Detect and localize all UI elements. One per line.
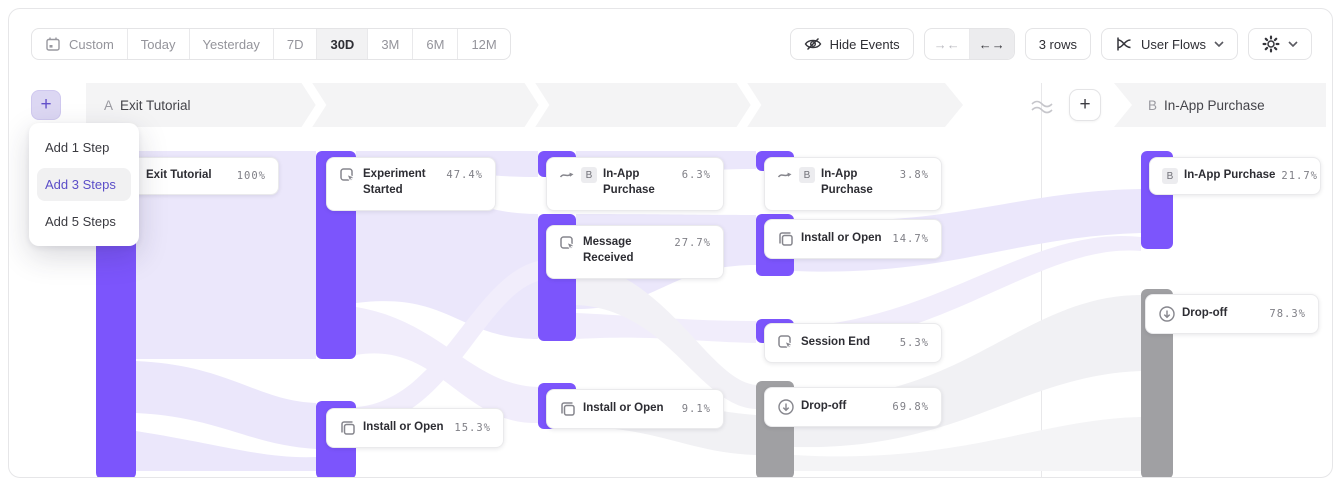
flow-node-in-app-purchase-b[interactable]: B In-App Purchase 21.7% — [1149, 157, 1321, 195]
windows-icon — [559, 400, 577, 418]
expand-columns-button[interactable]: ←→ — [969, 29, 1014, 59]
node-percent: 47.4% — [446, 169, 483, 181]
chevron-down-icon — [1288, 41, 1298, 47]
flow-arrow-icon — [559, 167, 575, 183]
segment-b-badge: B — [581, 167, 597, 183]
menu-item-add-5-steps[interactable]: Add 5 Steps — [45, 214, 116, 229]
segment-b-badge: B — [799, 167, 815, 183]
user-flows-chart-icon — [1115, 35, 1133, 53]
drop-off-icon — [1158, 305, 1176, 323]
add-step-button-open[interactable]: + — [31, 90, 61, 120]
chevron-down-icon — [1214, 41, 1224, 47]
flow-node-in-app-purchase[interactable]: B In-App Purchase 6.3% — [546, 157, 724, 211]
date-range-7d[interactable]: 7D — [274, 29, 318, 59]
add-step-menu: Add 1 Step Add 3 Steps Add 5 Steps — [29, 123, 139, 246]
rows-label: 3 rows — [1038, 36, 1077, 52]
pointer-click-icon — [339, 167, 357, 185]
toolbar-right: Hide Events →← ←→ 3 rows User Flows — [789, 28, 1312, 60]
node-label: Install or Open — [801, 232, 882, 245]
flow-node-message-received[interactable]: Message Received 27.7% — [546, 225, 724, 279]
add-step-button-b[interactable]: + — [1069, 89, 1101, 121]
date-range-yesterday[interactable]: Yesterday — [190, 29, 274, 59]
date-range-30d[interactable]: 30D — [317, 29, 369, 59]
node-percent: 69.8% — [892, 401, 929, 413]
flow-node-experiment-started[interactable]: Experiment Started 47.4% — [326, 157, 496, 211]
node-percent: 6.3% — [681, 169, 711, 181]
flow-node-install-or-open[interactable]: Install or Open 15.3% — [326, 408, 504, 448]
drop-off-icon — [777, 398, 795, 416]
step-header-a[interactable]: A Exit Tutorial — [86, 83, 963, 127]
step-title: In-App Purchase — [1164, 97, 1265, 113]
flow-node-drop-off-b[interactable]: Drop-off 78.3% — [1145, 294, 1319, 334]
menu-item-add-3-steps[interactable]: Add 3 Steps — [37, 168, 131, 201]
node-percent: 21.7% — [1281, 170, 1318, 182]
section-divider — [1041, 83, 1042, 477]
node-label: Exit Tutorial — [146, 169, 212, 182]
node-label: Message Received — [583, 236, 634, 264]
step-header-b[interactable]: B In-App Purchase — [1114, 83, 1326, 127]
node-label: Experiment Started — [363, 168, 426, 196]
collapse-expand-control: →← ←→ — [923, 28, 1015, 60]
date-range-12m[interactable]: 12M — [471, 36, 497, 52]
view-selector-button[interactable]: User Flows — [1100, 28, 1238, 60]
eye-off-icon — [804, 35, 822, 53]
pointer-click-icon — [777, 334, 795, 352]
hide-events-label: Hide Events — [829, 36, 900, 52]
node-label: Install or Open — [363, 421, 444, 434]
step-title: Exit Tutorial — [120, 97, 191, 113]
node-label: In-App Purchase — [603, 168, 655, 196]
flow-node-install-or-open[interactable]: Install or Open 9.1% — [546, 389, 724, 429]
step-letter: B — [1148, 97, 1158, 113]
flow-node-drop-off[interactable]: Drop-off 69.8% — [764, 387, 942, 427]
collapse-columns-button[interactable]: →← — [925, 29, 970, 59]
calendar-icon — [45, 36, 61, 52]
date-range-label: Custom — [69, 36, 114, 52]
node-percent: 14.7% — [892, 233, 929, 245]
user-flows-panel: Custom Today Yesterday 7D 30D 3M 6M 12M … — [8, 8, 1333, 478]
settings-button[interactable] — [1248, 28, 1312, 60]
flow-arrow-icon — [777, 167, 793, 183]
node-label: Drop-off — [801, 400, 847, 413]
node-percent: 100% — [236, 170, 266, 182]
gear-icon — [1262, 35, 1280, 53]
flow-node-in-app-purchase[interactable]: B In-App Purchase 3.8% — [764, 157, 942, 211]
date-range-today[interactable]: Today — [128, 29, 190, 59]
flow-node-session-end[interactable]: Session End 5.3% — [764, 323, 942, 363]
windows-icon — [339, 419, 357, 437]
node-percent: 9.1% — [681, 403, 711, 415]
hide-events-button[interactable]: Hide Events — [789, 28, 914, 60]
node-label: Drop-off — [1182, 307, 1228, 320]
node-percent: 15.3% — [454, 422, 491, 434]
segment-b-badge: B — [1162, 168, 1178, 184]
flow-node-install-or-open[interactable]: Install or Open 14.7% — [764, 219, 942, 259]
node-label: In-App Purchase — [1184, 169, 1276, 182]
date-range-6m[interactable]: 6M — [413, 29, 459, 59]
node-percent: 27.7% — [674, 237, 711, 249]
node-percent: 5.3% — [899, 337, 929, 349]
node-percent: 78.3% — [1269, 308, 1306, 320]
step-letter: A — [104, 97, 114, 113]
rows-button[interactable]: 3 rows — [1024, 28, 1091, 60]
view-selector-label: User Flows — [1140, 36, 1206, 52]
menu-item-add-1-step[interactable]: Add 1 Step — [45, 140, 110, 155]
node-percent: 3.8% — [899, 169, 929, 181]
date-range-custom[interactable]: Custom — [32, 29, 128, 59]
date-range-3m[interactable]: 3M — [368, 29, 414, 59]
node-label: Session End — [801, 336, 871, 349]
break-squiggle-icon — [1031, 100, 1053, 114]
windows-icon — [777, 230, 795, 248]
pointer-click-icon — [559, 235, 577, 253]
node-label: Install or Open — [583, 402, 664, 415]
date-range-control: Custom Today Yesterday 7D 30D 3M 6M 12M — [31, 28, 511, 60]
node-label: In-App Purchase — [821, 168, 873, 196]
